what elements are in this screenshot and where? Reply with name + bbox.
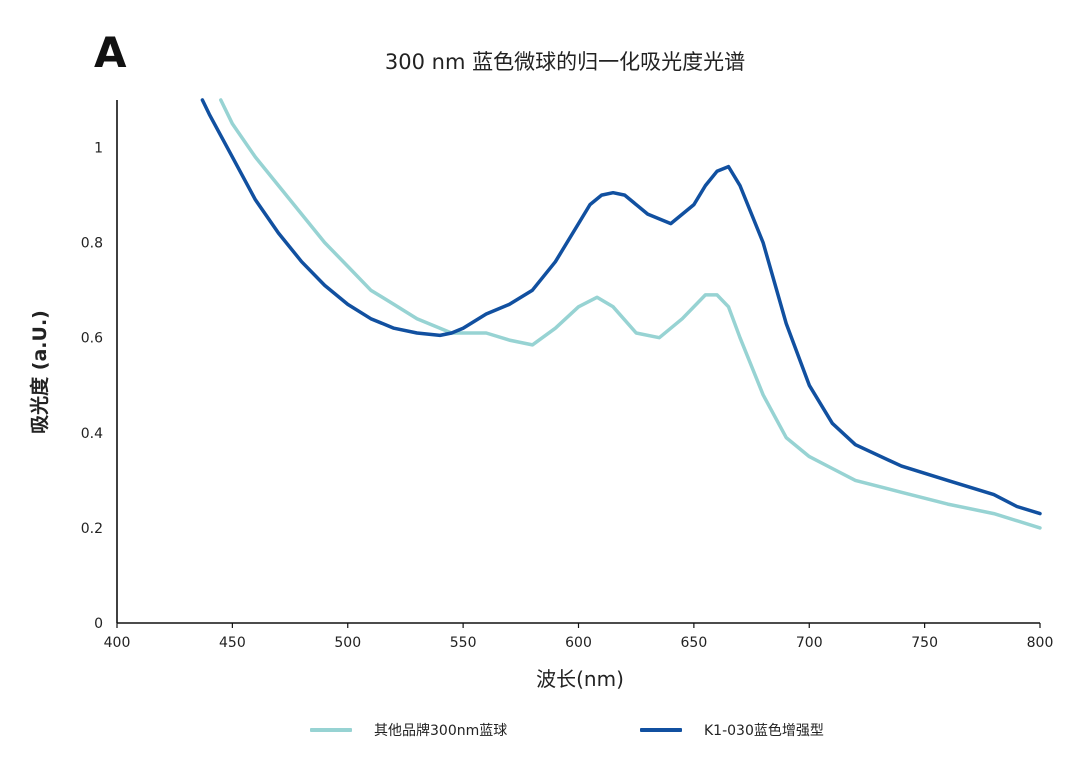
y-tick-label: 1 [94, 141, 103, 157]
legend-swatch [640, 728, 682, 732]
legend-label: K1-030蓝色增强型 [704, 723, 824, 739]
y-tick-label: 0 [94, 616, 103, 632]
x-tick-label: 450 [219, 635, 246, 651]
panel-label: A [94, 28, 127, 77]
x-axis-title: 波长(nm) [536, 667, 624, 691]
legend-label: 其他品牌300nm蓝球 [374, 723, 508, 739]
x-tick-label: 500 [334, 635, 361, 651]
legend-swatch [310, 728, 352, 732]
x-tick-label: 800 [1027, 635, 1054, 651]
chart-title: 300 nm 蓝色微球的归一化吸光度光谱 [384, 50, 746, 74]
legend-item: K1-030蓝色增强型 [640, 720, 824, 740]
series-lines [200, 98, 1042, 530]
x-tick-label: 550 [450, 635, 477, 651]
legend: 其他品牌300nm蓝球 K1-030蓝色增强型 [0, 720, 1080, 744]
y-axis-title: 吸光度 (a.U.) [28, 310, 51, 434]
x-tick-label: 600 [565, 635, 592, 651]
x-tick-label: 700 [796, 635, 823, 651]
y-tick-label: 0.4 [81, 426, 103, 442]
series-line-2 [200, 98, 1042, 516]
y-tick-label: 0.2 [81, 521, 103, 537]
tick-labels: 400 450 500 550 600 650 700 750 800 0 0.2 0.4 0.6 0.8… [81, 141, 1054, 651]
x-tick-label: 400 [104, 635, 131, 651]
x-tick-label: 650 [681, 635, 708, 651]
y-tick-label: 0.8 [81, 236, 103, 252]
y-tick-label: 0.6 [81, 331, 103, 347]
legend-item: 其他品牌300nm蓝球 [310, 720, 507, 740]
x-tick-label: 750 [911, 635, 938, 651]
axes [116, 100, 1041, 628]
series-line-1 [219, 98, 1042, 530]
